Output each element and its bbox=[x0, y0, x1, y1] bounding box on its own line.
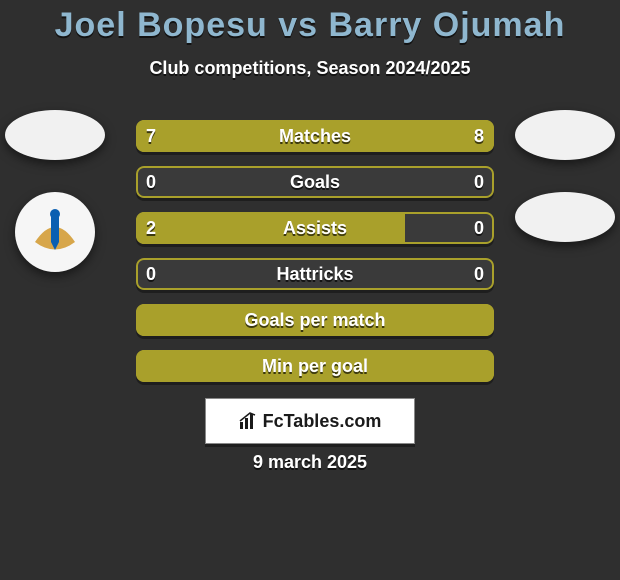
stat-bar-left bbox=[136, 304, 494, 336]
date-stamp: 9 march 2025 bbox=[0, 452, 620, 473]
stat-value-right: 0 bbox=[464, 212, 494, 244]
bar-chart-icon bbox=[239, 412, 257, 430]
stat-bar-left bbox=[136, 120, 303, 152]
club-badge-placeholder bbox=[5, 110, 105, 160]
stat-bar-outline bbox=[136, 258, 494, 290]
right-badge-column bbox=[510, 110, 620, 274]
stat-row: Goals per match bbox=[136, 304, 494, 336]
stat-bar-left bbox=[136, 212, 405, 244]
page-subtitle: Club competitions, Season 2024/2025 bbox=[0, 58, 620, 79]
club-badge-placeholder bbox=[515, 110, 615, 160]
club-crest bbox=[15, 192, 95, 272]
stat-value-left: 0 bbox=[136, 166, 166, 198]
stat-row: 0 0Hattricks bbox=[136, 258, 494, 290]
stat-value-left: 0 bbox=[136, 258, 166, 290]
left-badge-column bbox=[0, 110, 110, 304]
stat-bar-right bbox=[303, 120, 494, 152]
stat-row: Min per goal bbox=[136, 350, 494, 382]
stat-bar-left bbox=[136, 350, 494, 382]
watermark: FcTables.com bbox=[205, 398, 415, 444]
stat-row: 78Matches bbox=[136, 120, 494, 152]
comparison-bars: 78Matches00Goals20Assists00HattricksGoal… bbox=[136, 120, 494, 396]
stat-label: Hattricks bbox=[136, 258, 494, 290]
stat-bar-outline bbox=[136, 166, 494, 198]
page-title: Joel Bopesu vs Barry Ojumah bbox=[0, 6, 620, 45]
stat-label: Goals bbox=[136, 166, 494, 198]
club-badge-placeholder bbox=[515, 192, 615, 242]
stat-row: 0 0Goals bbox=[136, 166, 494, 198]
stat-value-right: 0 bbox=[464, 166, 494, 198]
watermark-text: FcTables.com bbox=[263, 411, 382, 432]
stat-value-right: 0 bbox=[464, 258, 494, 290]
stat-row: 20Assists bbox=[136, 212, 494, 244]
